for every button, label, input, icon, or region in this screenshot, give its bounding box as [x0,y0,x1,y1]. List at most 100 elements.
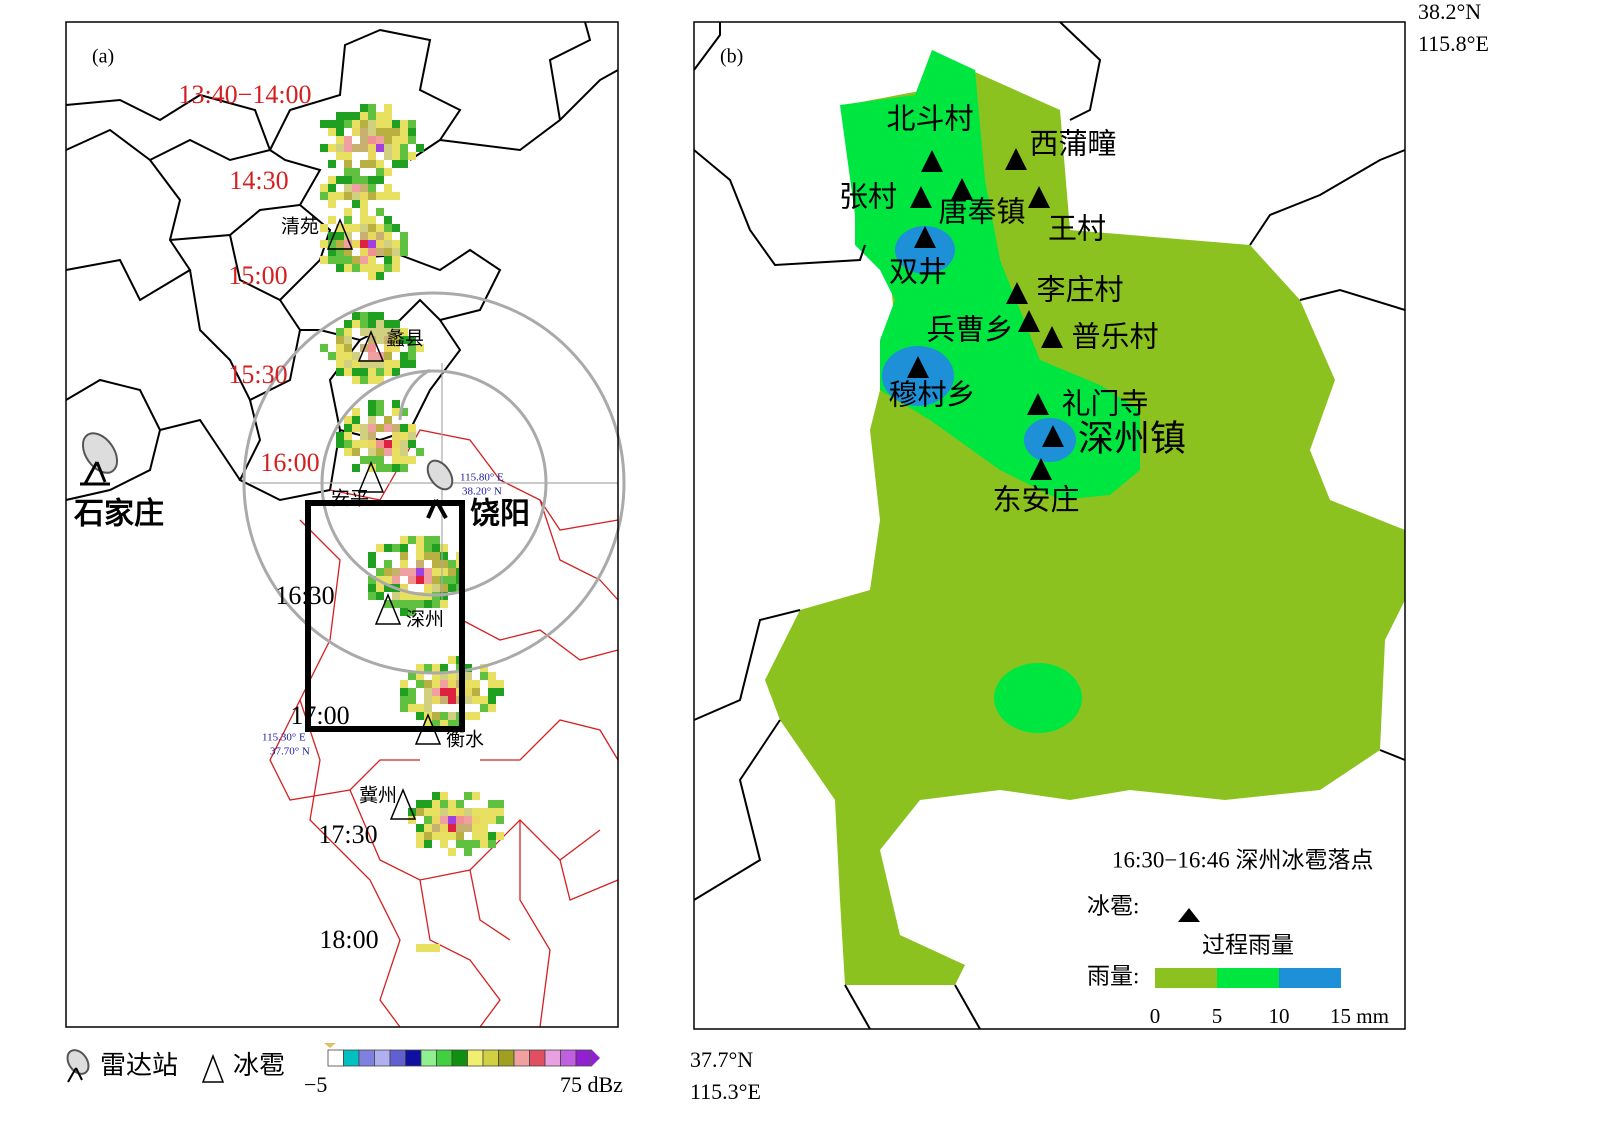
echo-cell [384,360,392,368]
echo-cell [392,464,400,472]
echo-cell [424,576,432,584]
echo-cell [408,576,416,584]
colorbar-cell [529,1049,546,1067]
echo-cell [400,432,408,440]
echo-cell [384,328,392,336]
echo-cell [488,840,496,848]
echo-cell [352,440,360,448]
echo-cell [360,320,368,328]
colorbar-cell [436,1049,453,1067]
echo-cell [440,800,448,808]
echo-cell [440,808,448,816]
echo-cell [416,448,424,456]
echo-cell [432,576,440,584]
echo-cell [408,136,416,144]
echo-cell [352,312,360,320]
coord-label: 37.70° N [270,746,310,758]
echo-cell [400,360,408,368]
legend-label: 雷达站 [100,1051,178,1080]
echo-cell [472,840,480,848]
echo-cell [408,120,416,128]
echo-cell [368,136,376,144]
echo-cell [336,360,344,368]
echo-cell [392,368,400,376]
echo-cell [440,720,448,728]
echo-cell [400,128,408,136]
echo-cell [448,560,456,568]
echo-cell [344,208,352,216]
echo-cell [448,712,456,720]
echo-cell [408,152,416,160]
echo-cell [424,720,432,728]
echo-cell [384,448,392,456]
echo-cell [392,592,400,600]
coord-label: 115.80° E [460,472,504,484]
echo-cell [376,112,384,120]
echo-cell [400,552,408,560]
echo-cell [392,328,400,336]
echo-cell [440,832,448,840]
legend-a-icons [66,1049,225,1083]
echo-cell [464,840,472,848]
echo-cell [424,584,432,592]
echo-cell [400,424,408,432]
echo-cell [344,368,352,376]
echo-cell [336,112,344,120]
echo-cell [392,120,400,128]
echo-cell [352,192,360,200]
radar-label: 石家庄 [73,497,164,532]
echo-cell [432,600,440,608]
echo-cell [368,176,376,184]
echo-cell [384,224,392,232]
colorbar-label: −5 [304,1072,327,1097]
dbz-colorbar [324,1043,600,1067]
echo-cell [376,352,384,360]
echo-cell [360,432,368,440]
echo-cell [432,720,440,728]
echo-cell [328,192,336,200]
time-label: 17:30 [318,820,377,849]
echo-cell [432,824,440,832]
echo-cell [328,128,336,136]
echo-cell [360,264,368,272]
echo-cell [376,376,384,384]
echo-cell [376,440,384,448]
rain-tick: 5 [1212,1004,1223,1028]
echo-cell [344,256,352,264]
echo-cell [384,344,392,352]
echo-cell [360,312,368,320]
echo-cell [440,840,448,848]
echo-cell [368,344,376,352]
echo-cell [456,824,464,832]
echo-cell [464,792,472,800]
echo-cell [392,576,400,584]
echo-cell [368,120,376,128]
hail-point [910,186,932,208]
echo-cell [360,360,368,368]
echo-cell [480,672,488,680]
echo-cell [408,816,416,824]
echo-cell [408,672,416,680]
echo-cell [416,832,424,840]
echo-cell [392,400,400,408]
echo-cell [408,600,416,608]
echo-cell [400,568,408,576]
place-label: 西蒲疃 [1029,128,1116,161]
echo-cell [376,144,384,152]
echo-cell [368,216,376,224]
echo-cell [376,232,384,240]
echo-cell [424,824,432,832]
echo-cell [424,600,432,608]
echo-cell [456,832,464,840]
echo-cell [496,808,504,816]
echo-cell [384,128,392,136]
hail-point [1041,326,1063,348]
echo-cell [384,248,392,256]
echo-cell [408,432,416,440]
echo-cell [376,464,384,472]
colorbar-cell [498,1049,515,1067]
radar-label: 饶阳 [470,497,530,532]
legend-title: 过程雨量 [1202,932,1294,957]
echo-cell [360,184,368,192]
